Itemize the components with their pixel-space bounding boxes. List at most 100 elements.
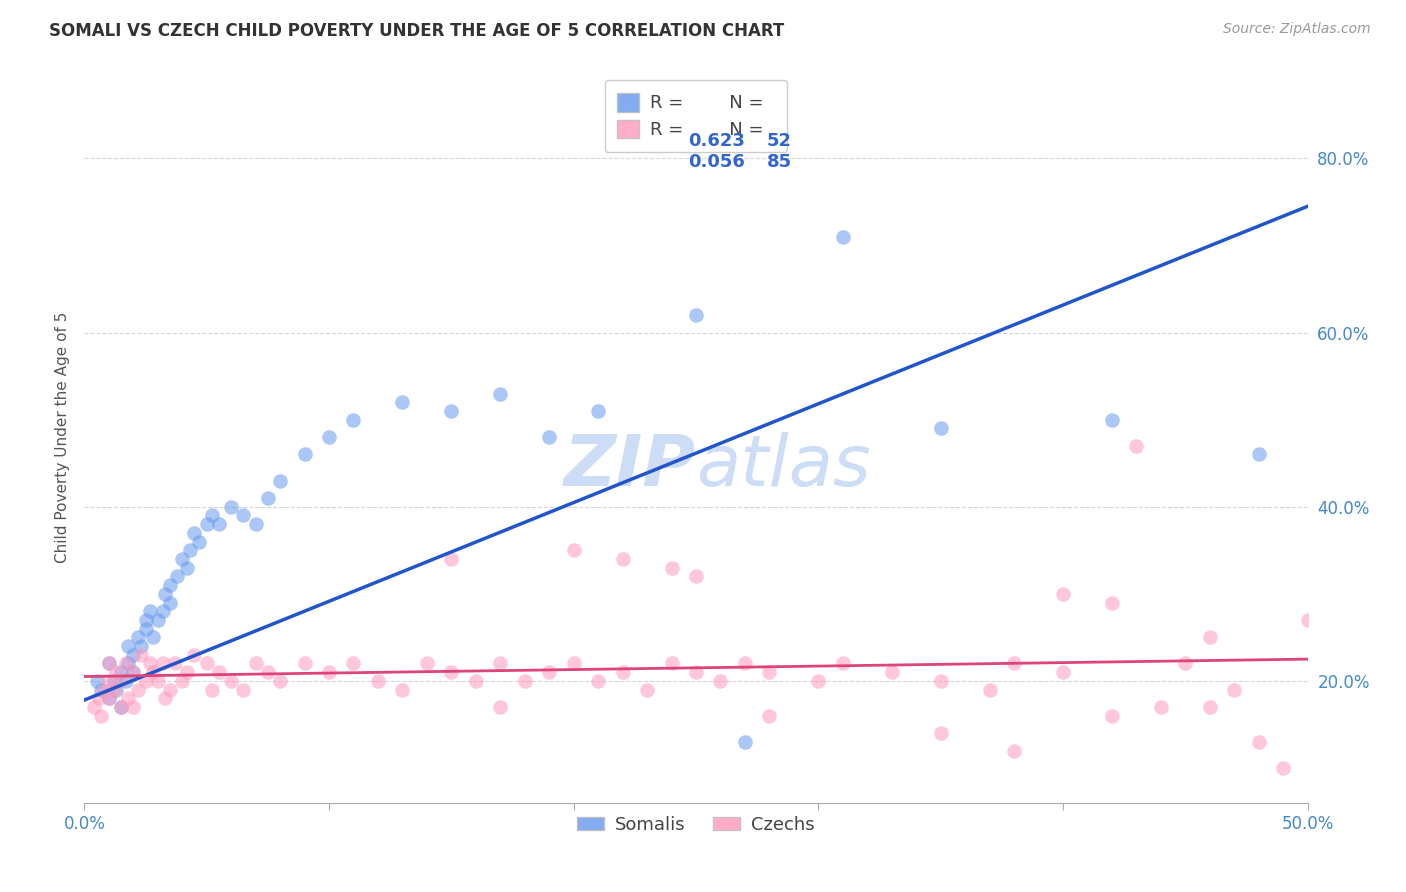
Point xyxy=(153,691,176,706)
Point xyxy=(195,657,218,671)
Point xyxy=(929,726,952,740)
Text: 85: 85 xyxy=(766,153,792,171)
Point xyxy=(142,665,165,680)
Point xyxy=(122,700,145,714)
Point xyxy=(183,525,205,540)
Point xyxy=(416,657,439,671)
Point xyxy=(612,665,634,680)
Point xyxy=(562,543,585,558)
Point xyxy=(110,700,132,714)
Point xyxy=(219,500,242,514)
Y-axis label: Child Poverty Under the Age of 5: Child Poverty Under the Age of 5 xyxy=(55,311,70,563)
Point xyxy=(1296,613,1319,627)
Point xyxy=(1101,595,1123,609)
Point xyxy=(135,622,157,636)
Point xyxy=(1198,631,1220,645)
Point xyxy=(1174,657,1197,671)
Point xyxy=(129,639,152,653)
Point xyxy=(831,657,853,671)
Point xyxy=(208,665,231,680)
Point xyxy=(245,657,267,671)
Point xyxy=(152,657,174,671)
Point xyxy=(294,448,316,462)
Point xyxy=(200,682,222,697)
Point xyxy=(489,657,512,671)
Point xyxy=(269,673,291,688)
Point xyxy=(979,682,1001,697)
Point xyxy=(1198,700,1220,714)
Point xyxy=(176,665,198,680)
Point xyxy=(257,491,280,505)
Point xyxy=(87,691,110,706)
Point xyxy=(929,673,952,688)
Point xyxy=(103,682,125,697)
Point xyxy=(464,673,486,688)
Point xyxy=(105,682,128,697)
Text: Source: ZipAtlas.com: Source: ZipAtlas.com xyxy=(1223,22,1371,37)
Point xyxy=(489,386,512,401)
Point xyxy=(294,657,316,671)
Point xyxy=(166,569,188,583)
Point xyxy=(97,657,120,671)
Point xyxy=(172,552,194,566)
Point xyxy=(1272,761,1295,775)
Point xyxy=(232,508,254,523)
Point xyxy=(685,569,707,583)
Point xyxy=(115,673,138,688)
Point xyxy=(232,682,254,697)
Point xyxy=(139,657,162,671)
Point xyxy=(105,665,128,680)
Point xyxy=(562,657,585,671)
Point xyxy=(110,665,132,680)
Text: atlas: atlas xyxy=(696,432,870,500)
Text: 0.623: 0.623 xyxy=(689,132,745,150)
Point xyxy=(1125,439,1147,453)
Point xyxy=(208,517,231,532)
Point xyxy=(342,657,364,671)
Point xyxy=(734,735,756,749)
Point xyxy=(318,665,340,680)
Point xyxy=(142,631,165,645)
Point xyxy=(159,682,181,697)
Point xyxy=(685,308,707,322)
Point xyxy=(129,648,152,662)
Point xyxy=(117,691,139,706)
Point xyxy=(318,430,340,444)
Point xyxy=(612,552,634,566)
Point xyxy=(440,665,463,680)
Point xyxy=(1052,587,1074,601)
Point xyxy=(1223,682,1246,697)
Point xyxy=(176,560,198,574)
Point xyxy=(440,404,463,418)
Point xyxy=(807,673,830,688)
Point xyxy=(127,631,149,645)
Point xyxy=(117,639,139,653)
Point xyxy=(257,665,280,680)
Point xyxy=(367,673,389,688)
Point xyxy=(152,604,174,618)
Point xyxy=(245,517,267,532)
Point xyxy=(1247,448,1270,462)
Point xyxy=(1101,708,1123,723)
Point xyxy=(97,673,120,688)
Point xyxy=(1002,657,1025,671)
Point xyxy=(661,560,683,574)
Point xyxy=(513,673,536,688)
Point xyxy=(97,691,120,706)
Point xyxy=(219,673,242,688)
Point xyxy=(117,657,139,671)
Point xyxy=(758,708,780,723)
Point xyxy=(391,395,413,409)
Point xyxy=(90,682,112,697)
Point xyxy=(110,673,132,688)
Point xyxy=(115,657,138,671)
Point xyxy=(1002,743,1025,757)
Point xyxy=(1320,691,1343,706)
Point xyxy=(122,665,145,680)
Point xyxy=(97,657,120,671)
Point xyxy=(127,682,149,697)
Point xyxy=(159,578,181,592)
Point xyxy=(172,673,194,688)
Text: 52: 52 xyxy=(766,132,792,150)
Point xyxy=(1247,735,1270,749)
